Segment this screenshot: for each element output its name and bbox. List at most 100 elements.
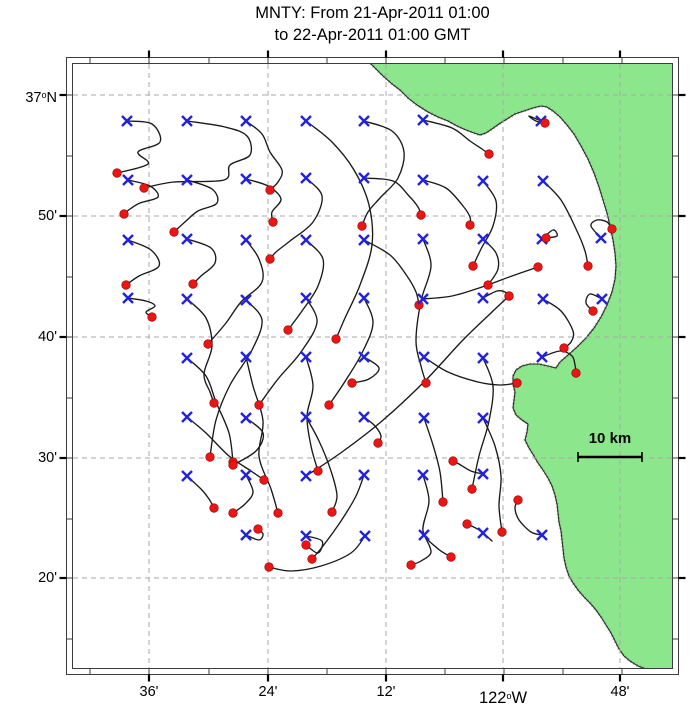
start-x-marker bbox=[122, 234, 134, 246]
lat-tick-label: 30' bbox=[38, 450, 57, 466]
start-x-marker bbox=[358, 172, 370, 184]
start-x-marker bbox=[181, 293, 193, 305]
trajectory-path bbox=[422, 474, 452, 558]
end-dot-marker bbox=[607, 224, 617, 234]
start-x-marker bbox=[181, 174, 193, 186]
end-dot-marker bbox=[373, 438, 383, 448]
trajectory-path bbox=[452, 460, 484, 475]
trajectory-path bbox=[305, 295, 510, 477]
start-x-marker bbox=[417, 114, 429, 126]
trajectory-path bbox=[351, 356, 380, 384]
trajectory-path bbox=[410, 534, 432, 566]
end-dot-marker bbox=[209, 398, 219, 408]
end-dot-marker bbox=[406, 560, 416, 570]
trajectory-path bbox=[590, 219, 613, 239]
trajectory-path bbox=[541, 350, 577, 374]
end-dot-marker bbox=[259, 475, 269, 485]
end-dot-marker bbox=[265, 185, 275, 195]
start-x-marker bbox=[181, 470, 193, 482]
plot-area bbox=[73, 64, 672, 668]
start-x-marker bbox=[358, 351, 370, 363]
start-x-marker bbox=[300, 292, 312, 304]
trajectory-path bbox=[422, 119, 490, 155]
end-dot-marker bbox=[228, 460, 238, 470]
start-x-marker bbox=[121, 115, 133, 127]
end-dot-marker bbox=[483, 280, 493, 290]
start-x-marker bbox=[240, 529, 252, 541]
trajectories-layer bbox=[116, 115, 613, 572]
end-dot-marker bbox=[416, 210, 426, 220]
start-x-marker bbox=[300, 115, 312, 127]
start-x-marker bbox=[240, 412, 252, 424]
lat-tick-label: 20' bbox=[38, 570, 57, 586]
end-dot-marker bbox=[467, 484, 477, 494]
start-x-marker bbox=[536, 351, 548, 363]
end-dot-marker bbox=[571, 368, 581, 378]
start-x-marker bbox=[358, 411, 370, 423]
end-dot-marker bbox=[559, 343, 569, 353]
trajectory-path bbox=[232, 474, 254, 514]
lat-tick-label: 37oN bbox=[25, 90, 57, 106]
end-dot-marker bbox=[139, 183, 149, 193]
end-dot-marker bbox=[588, 306, 598, 316]
start-x-marker bbox=[300, 470, 312, 482]
trajectory-path bbox=[542, 180, 589, 267]
trajectory-path bbox=[305, 120, 374, 340]
start-x-marker bbox=[240, 294, 252, 306]
figure-title-line1: MNTY: From 21-Apr-2011 01:00 bbox=[255, 4, 490, 22]
end-dot-marker bbox=[448, 456, 458, 466]
scale-bar-label: 10 km bbox=[588, 430, 632, 447]
start-x-marker bbox=[358, 469, 370, 481]
start-x-marker bbox=[477, 233, 489, 245]
trajectory-path bbox=[287, 239, 325, 331]
trajectory-path bbox=[482, 417, 503, 533]
end-dot-marker bbox=[119, 209, 129, 219]
end-dot-marker bbox=[540, 118, 550, 128]
trajectory-path bbox=[232, 417, 265, 466]
start-x-marker bbox=[418, 412, 430, 424]
start-x-marker bbox=[240, 351, 252, 363]
start-x-marker bbox=[418, 351, 430, 363]
end-dot-marker bbox=[268, 217, 278, 227]
coastline bbox=[370, 64, 645, 668]
end-dot-marker bbox=[307, 554, 317, 564]
map-frame bbox=[66, 57, 679, 675]
lat-tick-label: 50' bbox=[38, 208, 57, 224]
start-x-marker bbox=[477, 527, 489, 539]
start-x-marker bbox=[240, 173, 252, 185]
end-dot-marker bbox=[512, 378, 522, 388]
trajectory-path bbox=[542, 298, 575, 349]
start-x-marker bbox=[358, 234, 370, 246]
end-dot-marker bbox=[188, 279, 198, 289]
landmass bbox=[371, 64, 672, 668]
end-dot-marker bbox=[169, 227, 179, 237]
axis-ticks bbox=[59, 50, 686, 682]
lon-tick-label: 12' bbox=[376, 684, 396, 700]
trajectory-path bbox=[482, 238, 500, 286]
end-dot-marker bbox=[327, 507, 337, 517]
trajectory-path bbox=[207, 239, 264, 345]
end-dot-marker bbox=[465, 220, 475, 230]
start-x-marker bbox=[417, 174, 429, 186]
end-dot-marker bbox=[205, 452, 215, 462]
end-dot-marker bbox=[253, 524, 263, 534]
end-dot-marker bbox=[347, 378, 357, 388]
end-dot-marker bbox=[497, 527, 507, 537]
end-dot-marker bbox=[484, 149, 494, 159]
start-x-marker bbox=[122, 292, 134, 304]
start-x-marker bbox=[240, 234, 252, 246]
end-dot-marker bbox=[324, 400, 334, 410]
markers-layer bbox=[112, 114, 617, 572]
end-dot-marker bbox=[147, 312, 157, 322]
start-x-marker bbox=[537, 175, 549, 187]
end-dot-marker bbox=[533, 262, 543, 272]
lon-tick-label: 48' bbox=[610, 684, 630, 700]
end-dot-marker bbox=[209, 503, 219, 513]
start-x-marker bbox=[240, 469, 252, 481]
trajectory-path bbox=[311, 474, 365, 560]
end-dot-marker bbox=[301, 540, 311, 550]
start-x-marker bbox=[595, 232, 607, 244]
start-x-marker bbox=[536, 529, 548, 541]
end-dot-marker bbox=[438, 497, 448, 507]
end-dot-marker bbox=[583, 261, 593, 271]
